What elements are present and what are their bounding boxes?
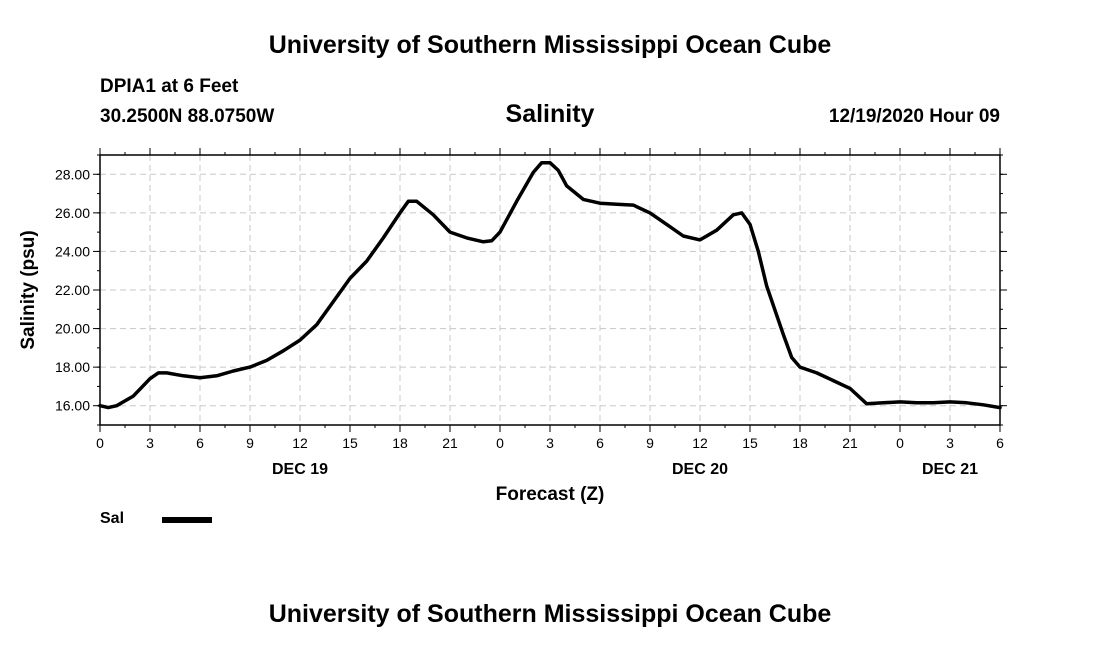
day-labels: DEC 19 DEC 20 DEC 21	[272, 461, 978, 478]
day-label: DEC 19	[272, 461, 328, 478]
x-tick-label: 0	[496, 435, 504, 451]
x-tick-label: 3	[146, 435, 154, 451]
series-line-salinity	[98, 160, 1002, 410]
forecast-timestamp: 12/19/2020 Hour 09	[828, 106, 1000, 127]
x-tick-label: 21	[442, 435, 458, 451]
day-label: DEC 21	[922, 461, 978, 478]
x-tick-label: 0	[96, 435, 104, 451]
legend-swatch	[162, 517, 212, 523]
x-tick-label: 9	[246, 435, 254, 451]
y-tick-label: 24.00	[55, 243, 90, 259]
x-tick-label: 3	[946, 435, 954, 451]
day-label: DEC 20	[672, 461, 728, 478]
legend-label: Sal	[100, 510, 125, 527]
x-tick-label: 6	[196, 435, 204, 451]
station-coordinates: 30.2500N 88.0750W	[100, 106, 275, 127]
y-tick-label: 22.00	[55, 282, 90, 298]
x-tick-label: 6	[596, 435, 604, 451]
series-group	[98, 160, 1002, 410]
station-label: DPIA1 at 6 Feet	[100, 76, 239, 97]
x-tick-label: 6	[996, 435, 1004, 451]
y-tick-labels: 16.00 18.00 20.00 22.00 24.00 26.00 28.00	[55, 166, 90, 413]
chart-subtitle: Salinity	[505, 100, 595, 128]
x-tick-label: 12	[692, 435, 708, 451]
x-tick-label: 9	[646, 435, 654, 451]
plot-frame	[99, 154, 1001, 426]
y-axis-label: Salinity (psu)	[18, 230, 39, 349]
x-tick-label: 15	[742, 435, 758, 451]
x-tick-labels: 0 3 6 9 12 15 18 21 0 3 6 9 12 15 18 21 0 3 6	[96, 435, 1004, 451]
x-tick-label: 12	[292, 435, 308, 451]
x-tick-label: 0	[896, 435, 904, 451]
chart-grid	[100, 155, 1000, 425]
x-tick-label: 18	[792, 435, 808, 451]
x-tick-label: 3	[546, 435, 554, 451]
x-tick-label: 15	[342, 435, 358, 451]
y-tick-label: 16.00	[55, 398, 90, 414]
chart-top-title: University of Southern Mississippi Ocean…	[268, 31, 832, 59]
y-tick-label: 18.00	[55, 359, 90, 375]
y-tick-label: 20.00	[55, 321, 90, 337]
x-tick-label: 18	[392, 435, 408, 451]
x-tick-label: 21	[842, 435, 858, 451]
x-axis-label: Forecast (Z)	[496, 484, 605, 505]
y-tick-label: 26.00	[55, 205, 90, 221]
chart-bottom-title: University of Southern Mississippi Ocean…	[268, 600, 832, 628]
y-tick-label: 28.00	[55, 166, 90, 182]
